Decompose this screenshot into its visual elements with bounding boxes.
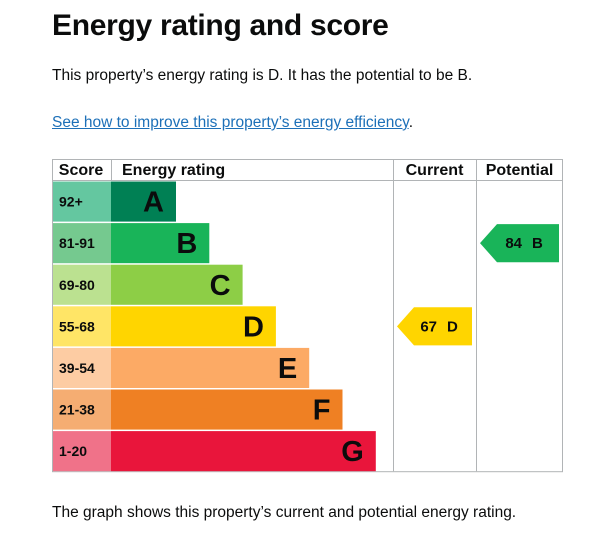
score-range-a: 92+ [59,194,83,210]
rating-letter-g: G [341,436,364,468]
score-cell-g [53,431,111,472]
rating-letter-b: B [176,228,197,260]
score-range-e: 39-54 [59,360,95,376]
score-range-f: 21-38 [59,402,95,418]
header-current: Current [406,162,464,179]
rating-bar-d [111,306,276,347]
rating-bar-f [111,389,343,430]
page-title: Energy rating and score [52,9,389,42]
header-potential: Potential [486,162,554,179]
header-score: Score [59,162,104,179]
score-cell-e [53,347,111,388]
score-range-d: 55-68 [59,318,95,334]
score-cell-f [53,389,111,430]
current-rating-arrow [397,307,472,346]
rating-bar-c [111,264,243,305]
rating-letter-d: D [243,311,264,343]
score-range-b: 81-91 [59,235,95,251]
score-range-c: 69-80 [59,277,95,293]
rating-letter-a: A [143,187,164,219]
rating-letter-c: C [210,270,231,302]
rating-bar-g [111,431,376,472]
rating-bar-a [111,181,176,222]
header-energy-rating: Energy rating [122,162,225,179]
score-cell-b [53,223,111,264]
score-cell-c [53,264,111,305]
chart-caption: The graph shows this property’s current … [52,504,517,521]
score-range-g: 1-20 [59,443,87,459]
potential-rating-band: B [532,235,543,252]
rating-bar-b [111,223,210,264]
improve-efficiency-link[interactable]: See how to improve this property’s energ… [52,114,409,131]
link-suffix: . [408,114,413,131]
potential-rating-arrow [480,224,559,263]
chart-frame [52,159,563,473]
score-cell-d [53,306,111,347]
potential-rating-score: 84 [505,235,522,252]
rating-letter-e: E [278,353,297,385]
score-cell-a [53,181,111,222]
improve-link-line: See how to improve this property’s energ… [52,113,413,133]
current-rating-score: 67 [420,318,437,335]
rating-bar-e [111,347,310,388]
current-rating-band: D [447,318,458,335]
rating-letter-f: F [313,395,331,427]
rating-summary: This property’s energy rating is D. It h… [52,67,473,84]
